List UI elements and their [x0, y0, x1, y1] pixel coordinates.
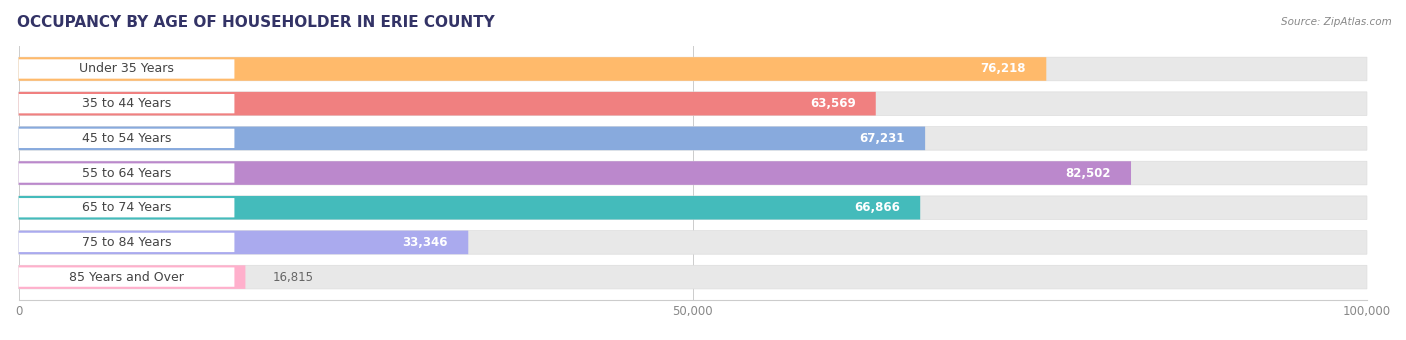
FancyBboxPatch shape — [18, 196, 920, 220]
Text: 75 to 84 Years: 75 to 84 Years — [82, 236, 172, 249]
Text: 76,218: 76,218 — [980, 63, 1026, 75]
Text: 63,569: 63,569 — [810, 97, 855, 110]
Text: 55 to 64 Years: 55 to 64 Years — [82, 167, 172, 180]
FancyBboxPatch shape — [18, 59, 235, 79]
FancyBboxPatch shape — [18, 161, 1367, 185]
FancyBboxPatch shape — [18, 57, 1046, 81]
Text: 33,346: 33,346 — [402, 236, 449, 249]
Text: 65 to 74 Years: 65 to 74 Years — [82, 201, 172, 214]
FancyBboxPatch shape — [18, 57, 1367, 81]
FancyBboxPatch shape — [18, 126, 1367, 150]
FancyBboxPatch shape — [18, 265, 1367, 289]
Text: 85 Years and Over: 85 Years and Over — [69, 271, 184, 284]
FancyBboxPatch shape — [18, 231, 1367, 254]
FancyBboxPatch shape — [18, 198, 235, 217]
FancyBboxPatch shape — [18, 129, 235, 148]
FancyBboxPatch shape — [18, 196, 1367, 220]
Text: 66,866: 66,866 — [853, 201, 900, 214]
Text: 67,231: 67,231 — [859, 132, 905, 145]
Text: 16,815: 16,815 — [273, 271, 314, 284]
Text: 35 to 44 Years: 35 to 44 Years — [82, 97, 172, 110]
FancyBboxPatch shape — [18, 268, 235, 287]
FancyBboxPatch shape — [18, 265, 246, 289]
Text: 82,502: 82,502 — [1066, 167, 1111, 180]
FancyBboxPatch shape — [18, 126, 925, 150]
Text: Under 35 Years: Under 35 Years — [79, 63, 174, 75]
FancyBboxPatch shape — [18, 231, 468, 254]
Text: 45 to 54 Years: 45 to 54 Years — [82, 132, 172, 145]
FancyBboxPatch shape — [18, 94, 235, 113]
FancyBboxPatch shape — [18, 164, 235, 183]
FancyBboxPatch shape — [18, 92, 876, 116]
Text: Source: ZipAtlas.com: Source: ZipAtlas.com — [1281, 17, 1392, 27]
FancyBboxPatch shape — [18, 233, 235, 252]
FancyBboxPatch shape — [18, 92, 1367, 116]
Text: OCCUPANCY BY AGE OF HOUSEHOLDER IN ERIE COUNTY: OCCUPANCY BY AGE OF HOUSEHOLDER IN ERIE … — [17, 15, 495, 30]
FancyBboxPatch shape — [18, 161, 1130, 185]
